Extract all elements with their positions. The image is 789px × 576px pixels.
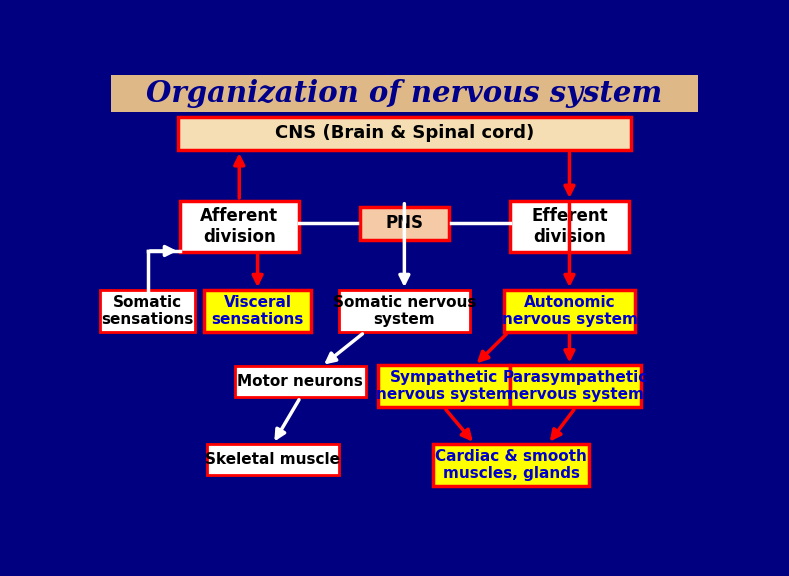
Text: PNS: PNS xyxy=(385,214,424,233)
Text: Autonomic
nervous system: Autonomic nervous system xyxy=(502,295,638,327)
FancyBboxPatch shape xyxy=(178,117,630,150)
Text: Organization of nervous system: Organization of nervous system xyxy=(146,79,663,108)
Text: Sympathetic
nervous system: Sympathetic nervous system xyxy=(376,370,512,403)
FancyBboxPatch shape xyxy=(338,290,470,332)
FancyBboxPatch shape xyxy=(360,207,449,240)
FancyBboxPatch shape xyxy=(234,366,366,397)
Text: CNS (Brain & Spinal cord): CNS (Brain & Spinal cord) xyxy=(275,124,534,142)
FancyBboxPatch shape xyxy=(204,290,311,332)
FancyBboxPatch shape xyxy=(503,290,635,332)
FancyBboxPatch shape xyxy=(433,444,589,486)
Text: Efferent
division: Efferent division xyxy=(531,207,608,246)
FancyBboxPatch shape xyxy=(110,75,697,112)
Text: Skeletal muscle: Skeletal muscle xyxy=(205,452,340,467)
FancyBboxPatch shape xyxy=(100,290,195,332)
FancyBboxPatch shape xyxy=(379,365,510,407)
FancyBboxPatch shape xyxy=(510,201,629,252)
FancyBboxPatch shape xyxy=(180,201,299,252)
Text: Parasympathetic
nervous system: Parasympathetic nervous system xyxy=(503,370,649,403)
Text: Cardiac & smooth
muscles, glands: Cardiac & smooth muscles, glands xyxy=(436,449,587,481)
Text: Motor neurons: Motor neurons xyxy=(237,374,364,389)
Text: Somatic nervous
system: Somatic nervous system xyxy=(333,295,476,327)
FancyBboxPatch shape xyxy=(208,444,338,475)
Text: Visceral
sensations: Visceral sensations xyxy=(211,295,304,327)
Text: Afferent
division: Afferent division xyxy=(200,207,279,246)
Text: Somatic
sensations: Somatic sensations xyxy=(101,295,194,327)
FancyBboxPatch shape xyxy=(510,365,641,407)
